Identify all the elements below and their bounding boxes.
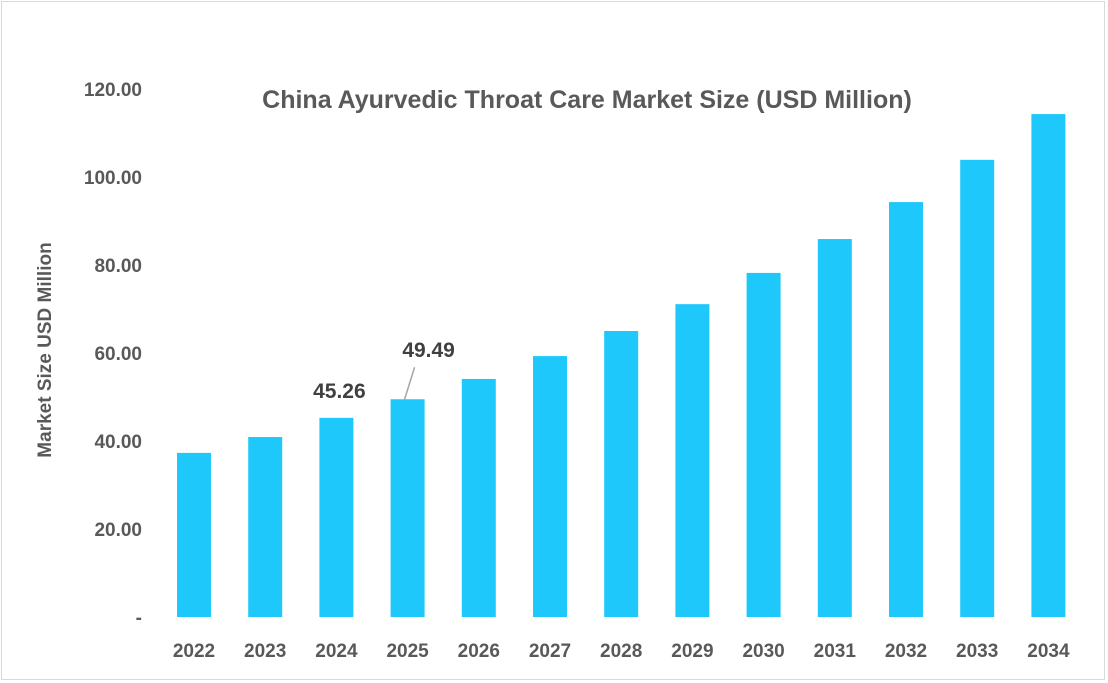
data-label-leader-line	[403, 367, 416, 400]
data-label: 49.49	[402, 339, 455, 362]
chart-title: China Ayurvedic Throat Care Market Size …	[262, 86, 912, 114]
x-tick-label: 2030	[742, 641, 784, 662]
bar-2032	[889, 202, 923, 617]
y-tick-label: 120.00	[84, 80, 142, 101]
y-tick-label: 20.00	[94, 520, 142, 541]
bar-2033	[960, 159, 995, 617]
y-tick-label: 60.00	[94, 344, 142, 365]
x-tick-label: 2027	[529, 641, 571, 662]
bar-2028	[604, 331, 639, 617]
x-tick-label: 2031	[814, 641, 857, 662]
x-tick-label: 2032	[885, 641, 927, 662]
x-tick-label: 2033	[956, 641, 998, 662]
bar-2029	[675, 304, 710, 617]
x-tick-label: 2026	[458, 641, 500, 662]
bar-2023	[248, 437, 283, 617]
x-tick-label: 2029	[671, 641, 713, 662]
bar-2027	[533, 356, 567, 617]
x-tick-label: 2025	[386, 641, 429, 662]
bar-2024	[319, 417, 354, 617]
y-tick-label: -	[136, 608, 142, 629]
y-tick-label: 100.00	[84, 168, 142, 189]
x-tick-label: 2034	[1027, 641, 1070, 662]
x-tick-label: 2028	[600, 641, 642, 662]
y-axis-label: Market Size USD Million	[35, 242, 56, 457]
bar-2034	[1031, 114, 1066, 617]
y-tick-label: 40.00	[94, 432, 142, 453]
data-label: 45.26	[313, 380, 366, 403]
bar-2031	[817, 239, 852, 618]
y-tick-label: 80.00	[94, 256, 142, 277]
x-tick-label: 2024	[315, 641, 358, 662]
bar-2022	[177, 452, 211, 617]
bar-2026	[461, 378, 496, 617]
x-tick-label: 2022	[173, 641, 215, 662]
bar-2030	[746, 272, 781, 617]
x-tick-label: 2023	[244, 641, 286, 662]
bar-2025	[390, 399, 425, 617]
